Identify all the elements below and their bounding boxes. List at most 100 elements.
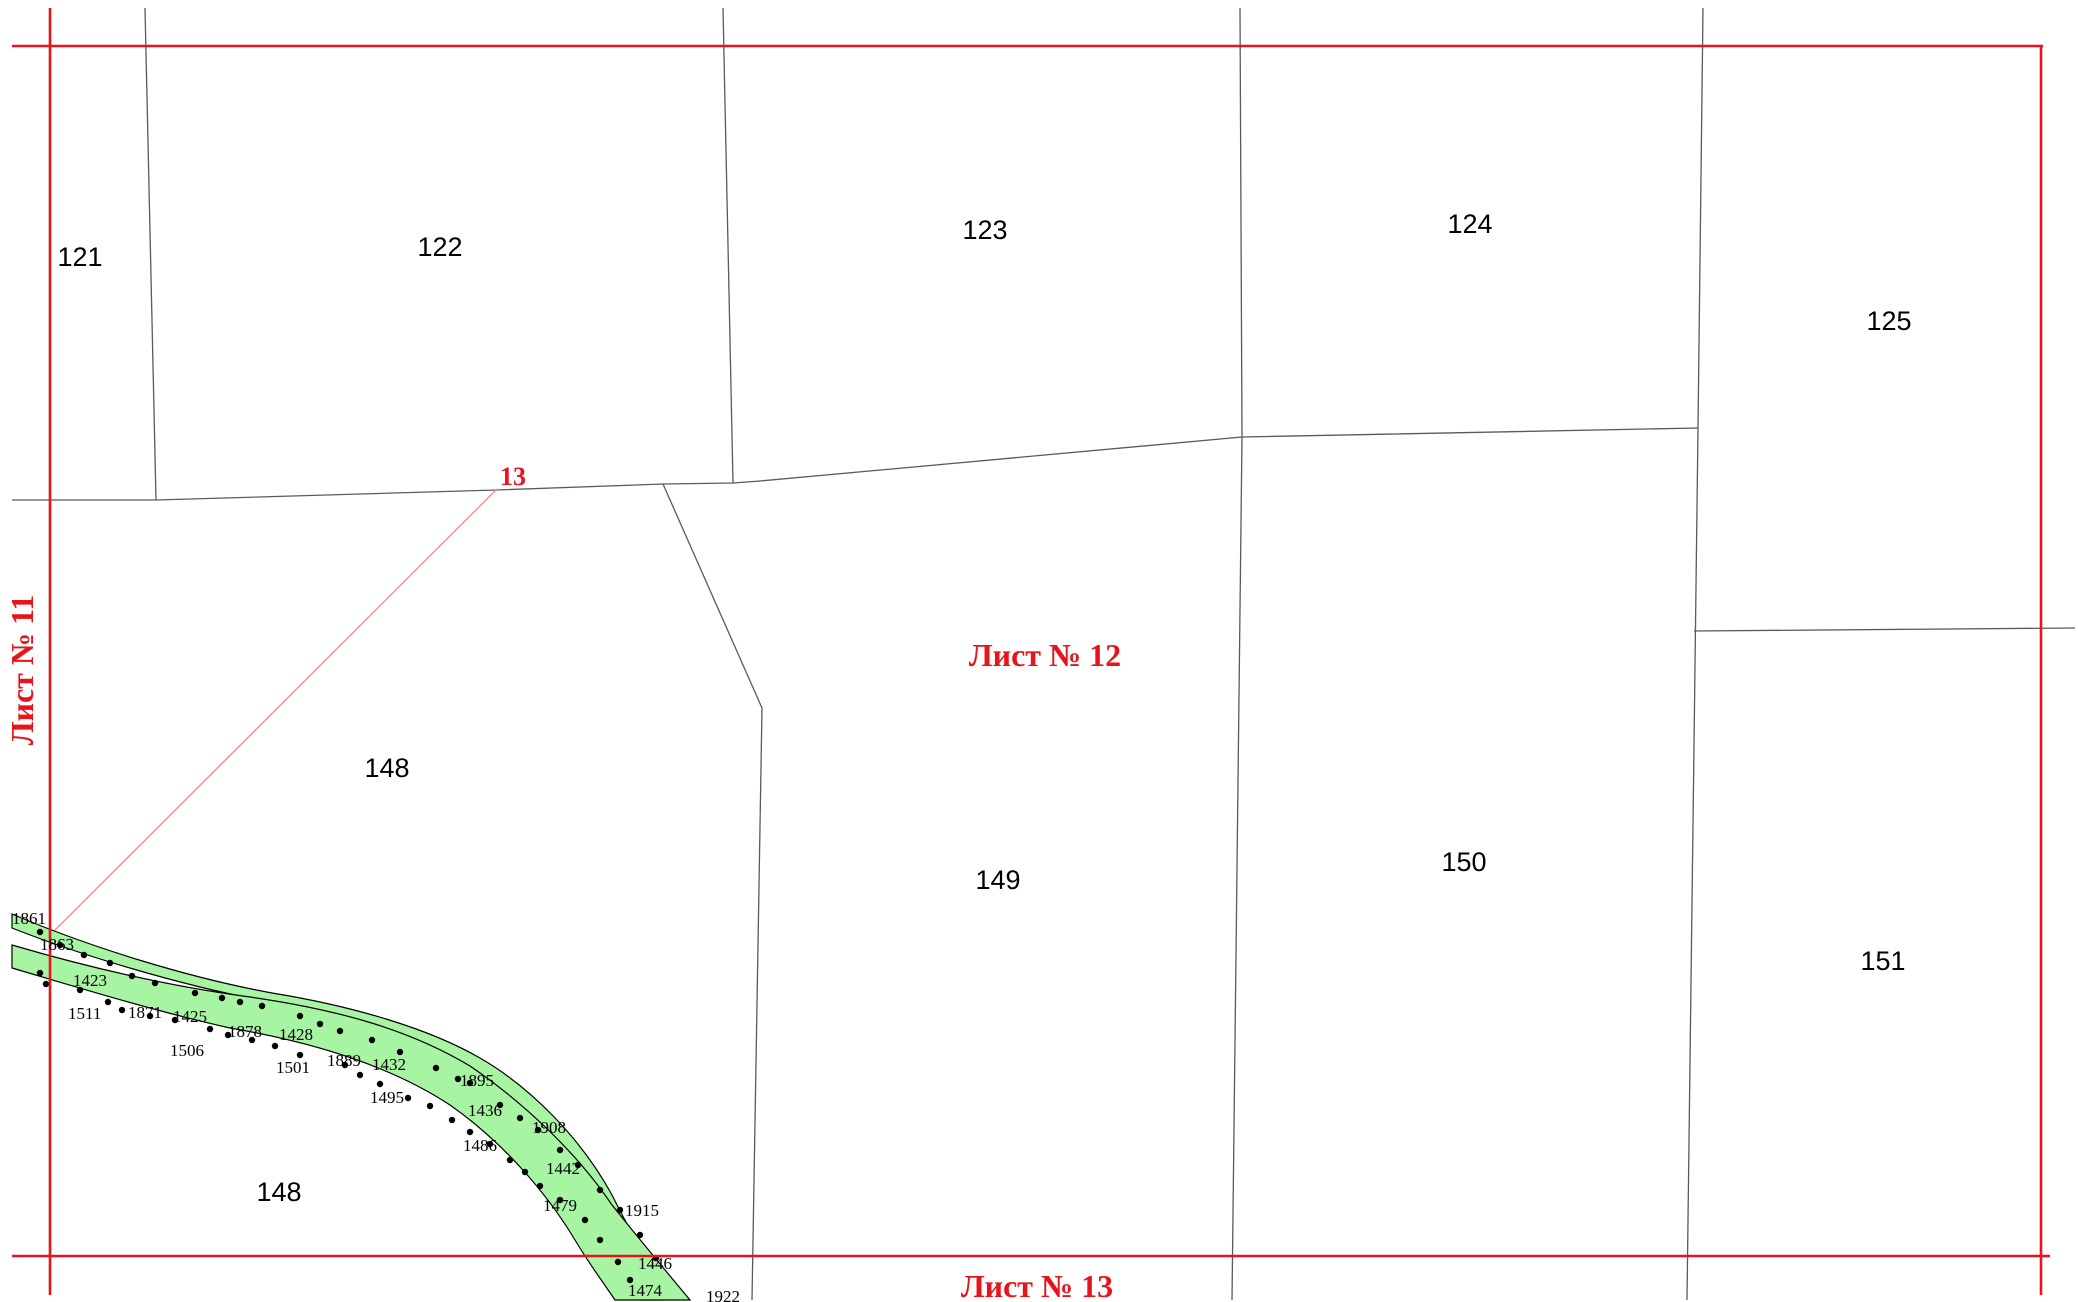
road-strip-south xyxy=(11,944,692,1301)
vertex-point xyxy=(146,1012,154,1020)
vertex-point xyxy=(206,1025,214,1033)
point-number-label: 1895 xyxy=(460,1071,494,1090)
boundary-121-122 xyxy=(144,7,157,501)
vertex-point xyxy=(596,1186,604,1194)
point-number-label: 1863 xyxy=(40,935,74,954)
point-number-label: 1861 xyxy=(12,909,46,928)
vertex-point xyxy=(521,1168,529,1176)
point-numbers: 1861 1863 1423 1511 1871 1425 1506 1878 … xyxy=(12,909,740,1302)
vertex-point xyxy=(516,1114,524,1122)
vertex-point xyxy=(448,1116,456,1124)
parcel-number-148-north: 148 xyxy=(364,753,409,783)
vertex-point xyxy=(506,1156,514,1164)
point-number-label: 1479 xyxy=(543,1196,577,1215)
boundary-124-125 xyxy=(1697,7,1704,429)
parcel-number-122: 122 xyxy=(417,232,462,262)
vertex-point xyxy=(151,979,159,987)
vertex-point xyxy=(248,1036,256,1044)
point-number-label: 1511 xyxy=(68,1004,101,1023)
boundary-122-123 xyxy=(722,7,734,484)
point-number-label: 1436 xyxy=(468,1101,502,1120)
parcel-number-121: 121 xyxy=(57,242,102,272)
vertex-point xyxy=(496,1101,504,1109)
vertex-point xyxy=(80,951,88,959)
vertex-point xyxy=(191,989,199,997)
sheet-marker-leader-line xyxy=(49,488,498,936)
point-number-label: 1442 xyxy=(546,1159,580,1178)
point-number-label: 1506 xyxy=(170,1041,204,1060)
boundary-125-151 xyxy=(1693,627,2076,632)
point-number-label: 1425 xyxy=(173,1007,207,1026)
point-number-label: 1495 xyxy=(370,1088,404,1107)
point-number-label: 1922 xyxy=(706,1287,740,1302)
vertex-point xyxy=(396,1048,404,1056)
parcel-number-148-south: 148 xyxy=(256,1177,301,1207)
point-number-label: 1474 xyxy=(628,1281,663,1300)
vertex-point xyxy=(534,1126,542,1134)
bottom-neighbor-sheet-label: Лист № 13 xyxy=(961,1268,1113,1302)
point-number-label: 1915 xyxy=(625,1201,659,1220)
vertex-point xyxy=(596,1236,604,1244)
vertex-point xyxy=(454,1075,462,1083)
vertex-point xyxy=(236,998,244,1006)
vertex-point xyxy=(76,986,84,994)
vertex-point xyxy=(56,941,64,949)
vertex-point xyxy=(224,1031,232,1039)
vertex-point xyxy=(466,1128,474,1136)
parcel-number-125: 125 xyxy=(1866,306,1911,336)
vertex-point xyxy=(271,1042,279,1050)
vertex-point xyxy=(296,1051,304,1059)
vertex-point xyxy=(368,1036,376,1044)
sheet-marker-label: 13 xyxy=(500,462,526,491)
vertex-point xyxy=(42,980,50,988)
vertex-point xyxy=(404,1094,412,1102)
vertex-point xyxy=(616,1206,624,1214)
point-number-label: 1878 xyxy=(228,1022,262,1041)
boundary-149-150 xyxy=(1231,436,1243,1301)
vertex-point xyxy=(581,1216,589,1224)
left-neighbor-sheet-label: Лист № 11 xyxy=(4,595,40,746)
sheet-frame xyxy=(12,8,2050,1295)
parcel-number-123: 123 xyxy=(962,215,1007,245)
parcel-number-124: 124 xyxy=(1447,209,1492,239)
boundary-148-149 xyxy=(662,483,763,1301)
road-strips xyxy=(11,913,692,1301)
vertex-point xyxy=(556,1146,564,1154)
parcel-boundaries xyxy=(12,7,2076,1301)
vertex-point xyxy=(171,1016,179,1024)
vertex-point xyxy=(536,1182,544,1190)
point-number-label: 1423 xyxy=(73,971,107,990)
sheet-labels: Лист № 12 Лист № 13 Лист № 11 13 xyxy=(4,462,1121,1302)
vertex-point xyxy=(218,994,226,1002)
vertex-point xyxy=(376,1080,384,1088)
vertex-point xyxy=(356,1071,364,1079)
point-number-label: 1871 xyxy=(128,1003,162,1022)
parcel-number-150: 150 xyxy=(1441,847,1486,877)
vertex-point xyxy=(636,1231,644,1239)
parcel-number-151: 151 xyxy=(1860,946,1905,976)
vertex-point xyxy=(118,1006,126,1014)
point-number-label: 1889 xyxy=(327,1051,361,1070)
vertex-point xyxy=(426,1102,434,1110)
vertex-point xyxy=(626,1276,634,1284)
vertex-point xyxy=(574,1161,582,1169)
point-number-label: 1501 xyxy=(276,1058,310,1077)
vertex-point xyxy=(104,998,112,1006)
vertex-point xyxy=(614,1258,622,1266)
boundary-123-124 xyxy=(1239,7,1243,438)
boundary-125-151-divider xyxy=(1686,427,1699,1301)
vertex-point xyxy=(36,969,44,977)
point-number-label: 1446 xyxy=(638,1254,672,1273)
vertex-point xyxy=(296,1012,304,1020)
vertex-point xyxy=(341,1061,349,1069)
point-number-label: 1908 xyxy=(532,1118,566,1137)
point-number-label: 1486 xyxy=(463,1136,497,1155)
vertex-point xyxy=(106,959,114,967)
vertex-point xyxy=(316,1020,324,1028)
vertex-point xyxy=(486,1140,494,1148)
vertex-point xyxy=(336,1027,344,1035)
vertex-point xyxy=(432,1064,440,1072)
vertex-point xyxy=(556,1196,564,1204)
vertex-point xyxy=(258,1002,266,1010)
